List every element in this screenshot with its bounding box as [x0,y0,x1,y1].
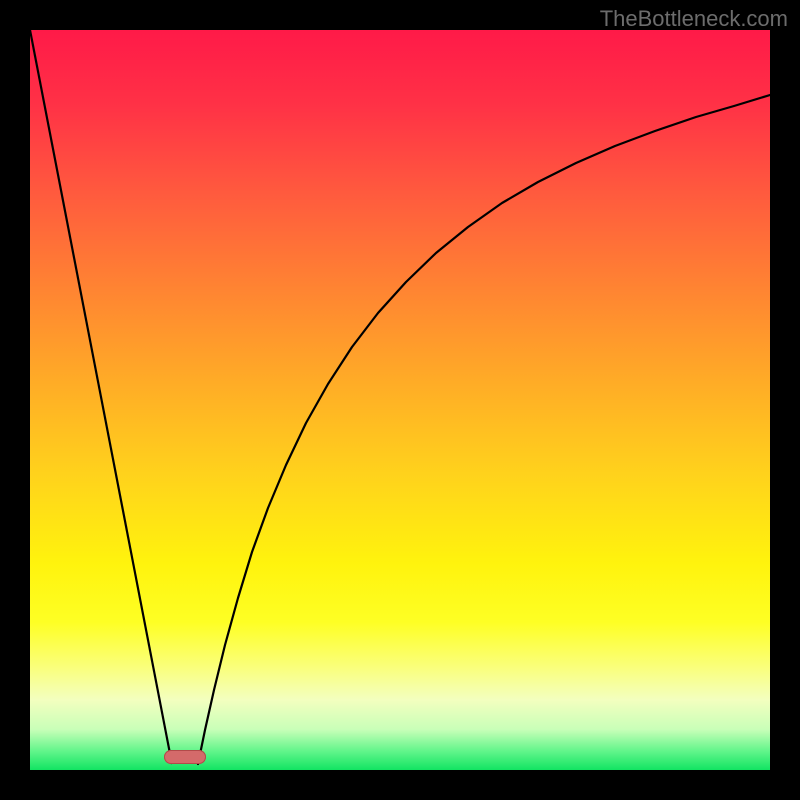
plot-area [30,30,770,770]
left-curve [30,30,172,764]
vertex-marker [164,750,206,764]
chart-outer: TheBottleneck.com [0,0,800,800]
watermark-text: TheBottleneck.com [600,6,788,32]
right-curve [198,95,770,764]
curve-layer [30,30,770,770]
